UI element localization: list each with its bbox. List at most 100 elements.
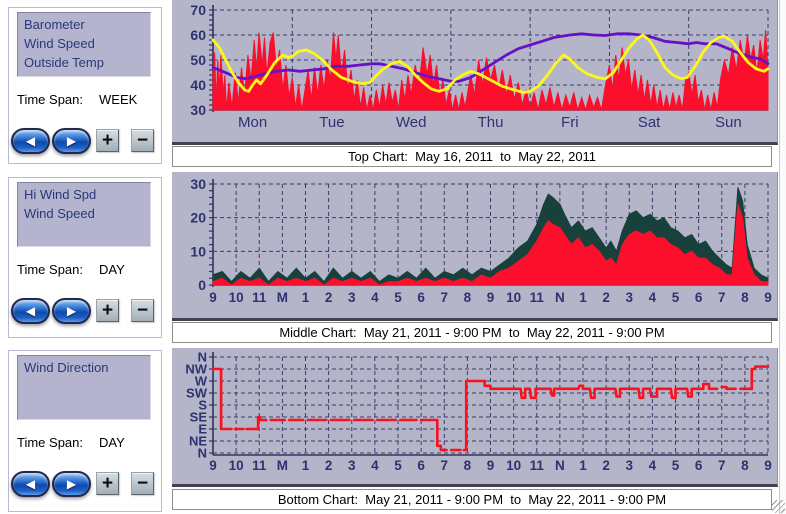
bottom-chart-buttons: ◀ ▶ + − bbox=[9, 469, 163, 501]
svg-text:8: 8 bbox=[464, 290, 472, 305]
middle-chart-buttons: ◀ ▶ + − bbox=[9, 296, 163, 328]
svg-text:6: 6 bbox=[417, 458, 425, 473]
svg-text:20: 20 bbox=[190, 210, 206, 226]
top-chart-buttons: ◀ ▶ + − bbox=[9, 126, 163, 158]
svg-text:30: 30 bbox=[190, 102, 206, 118]
list-item-wind-speed[interactable]: Wind Speed bbox=[24, 36, 95, 51]
svg-text:3: 3 bbox=[348, 458, 356, 473]
list-item-barometer[interactable]: Barometer bbox=[24, 17, 85, 32]
time-span-label: Time Span: bbox=[17, 435, 83, 450]
svg-text:9: 9 bbox=[764, 458, 772, 473]
svg-text:SW: SW bbox=[186, 386, 208, 401]
top-series-listbox[interactable]: Barometer Wind Speed Outside Temp bbox=[17, 12, 151, 77]
svg-text:Sun: Sun bbox=[715, 114, 742, 131]
svg-text:2: 2 bbox=[325, 290, 333, 305]
svg-text:3: 3 bbox=[625, 290, 633, 305]
left-arrow-icon: ◀ bbox=[25, 304, 36, 318]
list-item-outside-temp[interactable]: Outside Temp bbox=[24, 55, 104, 70]
middle-chart-panel: 0 10 20 30 9 10 11 M 1 2 3 4 5 6 7 8 9 10 11 N 1 2 3 4 5 6 7 8 9 bbox=[172, 172, 778, 321]
svg-text:Wed: Wed bbox=[396, 114, 427, 131]
left-arrow-icon: ◀ bbox=[25, 477, 36, 491]
svg-text:70: 70 bbox=[190, 2, 206, 18]
zoom-in-button[interactable]: + bbox=[96, 129, 119, 152]
svg-text:3: 3 bbox=[348, 290, 356, 305]
svg-text:9: 9 bbox=[209, 290, 217, 305]
svg-text:10: 10 bbox=[229, 458, 244, 473]
svg-text:SE: SE bbox=[190, 410, 208, 425]
svg-text:50: 50 bbox=[190, 52, 206, 68]
svg-text:8: 8 bbox=[464, 458, 472, 473]
right-arrow-icon: ▶ bbox=[66, 477, 77, 491]
svg-text:2: 2 bbox=[602, 290, 610, 305]
time-span-value: DAY bbox=[99, 435, 125, 450]
top-chart-control-panel: Barometer Wind Speed Outside Temp Time S… bbox=[8, 7, 162, 164]
zoom-in-button[interactable]: + bbox=[96, 299, 119, 322]
list-item-hi-wind-spd[interactable]: Hi Wind Spd bbox=[24, 187, 97, 202]
svg-text:4: 4 bbox=[649, 290, 657, 305]
svg-text:NW: NW bbox=[185, 362, 207, 377]
prev-button[interactable]: ◀ bbox=[11, 471, 50, 497]
prev-button[interactable]: ◀ bbox=[11, 128, 50, 154]
right-arrow-icon: ▶ bbox=[66, 134, 77, 148]
svg-text:6: 6 bbox=[417, 290, 425, 305]
svg-text:N: N bbox=[198, 350, 207, 365]
svg-text:E: E bbox=[198, 422, 207, 437]
zoom-out-button[interactable]: − bbox=[131, 129, 154, 152]
svg-text:5: 5 bbox=[672, 458, 680, 473]
next-button[interactable]: ▶ bbox=[52, 298, 91, 324]
zoom-out-button[interactable]: − bbox=[131, 299, 154, 322]
svg-text:N: N bbox=[198, 446, 207, 461]
svg-text:Fri: Fri bbox=[561, 114, 579, 131]
svg-text:2: 2 bbox=[602, 458, 610, 473]
svg-text:11: 11 bbox=[530, 290, 545, 305]
svg-text:9: 9 bbox=[487, 458, 495, 473]
svg-text:10: 10 bbox=[229, 290, 244, 305]
top-chart-panel: 30 40 50 60 70 Mon Tue Wed Thu Fri Sat Sun bbox=[172, 0, 778, 145]
next-button[interactable]: ▶ bbox=[52, 128, 91, 154]
svg-text:1: 1 bbox=[302, 290, 310, 305]
prev-button[interactable]: ◀ bbox=[11, 298, 50, 324]
svg-text:40: 40 bbox=[190, 77, 206, 93]
time-span-row: Time Span: DAY bbox=[17, 435, 157, 450]
svg-text:11: 11 bbox=[252, 458, 267, 473]
svg-text:Sat: Sat bbox=[638, 114, 661, 131]
svg-text:8: 8 bbox=[741, 290, 749, 305]
zoom-in-button[interactable]: + bbox=[96, 472, 119, 495]
svg-text:60: 60 bbox=[190, 27, 206, 43]
svg-text:7: 7 bbox=[440, 290, 448, 305]
svg-text:1: 1 bbox=[579, 458, 587, 473]
middle-chart-control-panel: Hi Wind Spd Wind Speed Time Span: DAY ◀ … bbox=[8, 177, 162, 338]
top-chart[interactable]: 30 40 50 60 70 Mon Tue Wed Thu Fri Sat Sun bbox=[172, 0, 777, 142]
window-scrollbar-track[interactable] bbox=[779, 0, 786, 514]
svg-text:3: 3 bbox=[625, 458, 633, 473]
svg-text:1: 1 bbox=[302, 458, 310, 473]
middle-chart-caption: Middle Chart: May 21, 2011 - 9:00 PM to … bbox=[172, 322, 772, 343]
bottom-series-listbox[interactable]: Wind Direction bbox=[17, 355, 151, 420]
zoom-out-button[interactable]: − bbox=[131, 472, 154, 495]
bottom-chart-control-panel: Wind Direction Time Span: DAY ◀ ▶ + − bbox=[8, 350, 162, 512]
list-item-wind-direction[interactable]: Wind Direction bbox=[24, 360, 109, 375]
svg-text:7: 7 bbox=[718, 458, 726, 473]
svg-text:6: 6 bbox=[695, 458, 703, 473]
list-item-wind-speed[interactable]: Wind Speed bbox=[24, 206, 95, 221]
time-span-row: Time Span: DAY bbox=[17, 262, 157, 277]
svg-text:4: 4 bbox=[371, 458, 379, 473]
svg-text:M: M bbox=[277, 458, 288, 473]
svg-text:NE: NE bbox=[189, 434, 207, 449]
svg-text:10: 10 bbox=[506, 458, 521, 473]
svg-text:6: 6 bbox=[695, 290, 703, 305]
right-arrow-icon: ▶ bbox=[66, 304, 77, 318]
bottom-chart-caption: Bottom Chart: May 21, 2011 - 9:00 PM to … bbox=[172, 489, 772, 510]
time-span-label: Time Span: bbox=[17, 92, 83, 107]
top-chart-caption: Top Chart: May 16, 2011 to May 22, 2011 bbox=[172, 146, 772, 167]
bottom-chart-panel: N NW W SW S SE E NE N 9 10 11 M 1 2 3 4 5 6 7 8 9 10 11 N 1 2 3 4 5 6 7… bbox=[172, 348, 778, 487]
svg-text:5: 5 bbox=[672, 290, 680, 305]
svg-text:4: 4 bbox=[649, 458, 657, 473]
next-button[interactable]: ▶ bbox=[52, 471, 91, 497]
window-resize-grip[interactable] bbox=[772, 500, 785, 513]
svg-text:10: 10 bbox=[190, 243, 206, 259]
svg-text:N: N bbox=[555, 458, 565, 473]
middle-series-listbox[interactable]: Hi Wind Spd Wind Speed bbox=[17, 182, 151, 247]
